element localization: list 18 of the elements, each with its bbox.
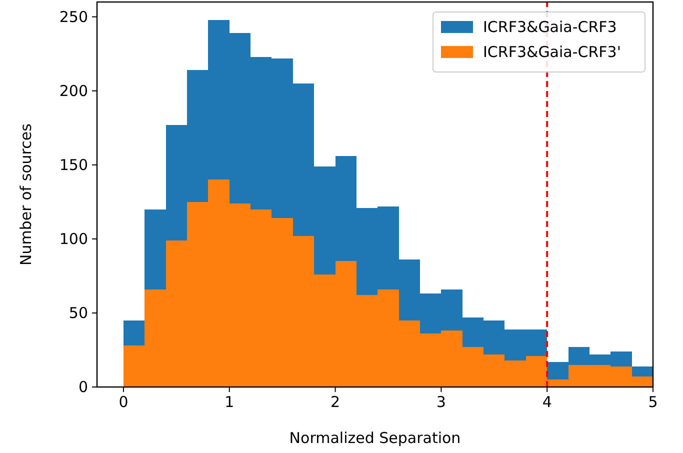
legend-label: ICRF3&Gaia-CRF3 xyxy=(483,18,617,36)
legend-label: ICRF3&Gaia-CRF3' xyxy=(483,43,621,61)
y-tick-label: 200 xyxy=(59,82,88,100)
bar xyxy=(123,320,145,346)
x-tick-label: 3 xyxy=(436,393,446,411)
x-axis-title: Normalized Separation xyxy=(289,429,461,447)
y-tick-label: 150 xyxy=(59,156,88,174)
y-tick-label: 0 xyxy=(78,378,88,396)
y-axis-title: Number of sources xyxy=(17,123,35,266)
y-tick-label: 50 xyxy=(68,304,88,322)
y-tick-label: 100 xyxy=(59,230,88,248)
bar xyxy=(632,366,653,377)
x-tick-label: 4 xyxy=(542,393,552,411)
y-tick-label: 250 xyxy=(59,8,88,26)
x-tick-label: 0 xyxy=(118,393,128,411)
x-tick-label: 1 xyxy=(224,393,234,411)
x-tick-label: 2 xyxy=(330,393,340,411)
x-tick-label: 5 xyxy=(648,393,658,411)
